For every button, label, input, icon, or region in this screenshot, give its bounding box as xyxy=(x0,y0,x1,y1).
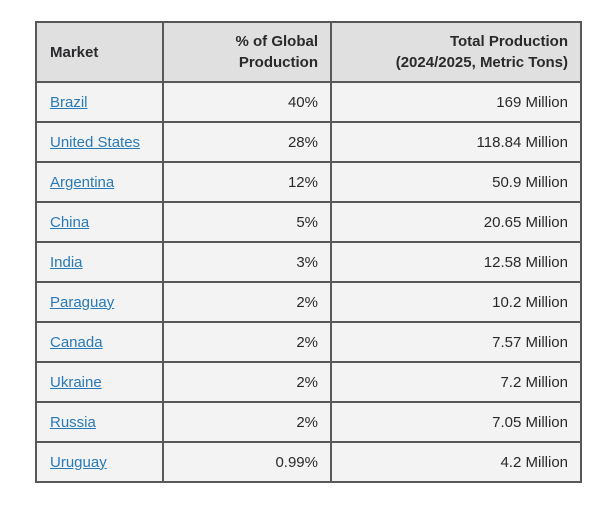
table-row: Argentina 12% 50.9 Million xyxy=(35,161,582,203)
col-header-market-label: Market xyxy=(50,43,99,61)
table-row: Paraguay 2% 10.2 Million xyxy=(35,281,582,323)
global-share-cell: 5% xyxy=(162,201,332,243)
market-cell: Canada xyxy=(35,321,164,363)
market-link[interactable]: Argentina xyxy=(50,173,115,191)
market-cell: China xyxy=(35,201,164,243)
total-production-cell: 7.05 Million xyxy=(330,401,582,443)
global-share-cell: 40% xyxy=(162,81,332,123)
table-row: United States 28% 118.84 Million xyxy=(35,121,582,163)
total-production-cell: 12.58 Million xyxy=(330,241,582,283)
table-row: Canada 2% 7.57 Million xyxy=(35,321,582,363)
col-header-total-production-line2: (2024/2025, Metric Tons) xyxy=(395,54,568,71)
table-row: India 3% 12.58 Million xyxy=(35,241,582,283)
market-cell: Argentina xyxy=(35,161,164,203)
total-production-cell: 20.65 Million xyxy=(330,201,582,243)
total-production-cell: 118.84 Million xyxy=(330,121,582,163)
total-production-cell: 50.9 Million xyxy=(330,161,582,203)
header-row: Market % of Global Production Total Prod… xyxy=(35,21,582,83)
production-table: Market % of Global Production Total Prod… xyxy=(35,21,582,483)
market-cell: Ukraine xyxy=(35,361,164,403)
col-header-global-share-line2: Production xyxy=(238,54,318,71)
col-header-total-production-line1: Total Production xyxy=(449,33,568,50)
total-production-cell: 7.57 Million xyxy=(330,321,582,363)
market-cell: United States xyxy=(35,121,164,163)
col-header-global-share: % of Global Production xyxy=(162,21,332,83)
market-cell: Uruguay xyxy=(35,441,164,483)
col-header-total-production: Total Production (2024/2025, Metric Tons… xyxy=(330,21,582,83)
market-cell: Brazil xyxy=(35,81,164,123)
market-link[interactable]: Uruguay xyxy=(50,453,107,471)
global-share-cell: 28% xyxy=(162,121,332,163)
table-row: Uruguay 0.99% 4.2 Million xyxy=(35,441,582,483)
global-share-cell: 2% xyxy=(162,281,332,323)
global-share-cell: 3% xyxy=(162,241,332,283)
global-share-cell: 2% xyxy=(162,401,332,443)
col-header-market: Market xyxy=(35,21,164,83)
global-share-cell: 12% xyxy=(162,161,332,203)
total-production-cell: 4.2 Million xyxy=(330,441,582,483)
market-link[interactable]: Paraguay xyxy=(50,293,115,311)
global-share-cell: 2% xyxy=(162,361,332,403)
table-row: Brazil 40% 169 Million xyxy=(35,81,582,123)
table-body: Brazil 40% 169 Million United States 28% 118.… xyxy=(35,81,582,483)
col-header-global-share-line1: % of Global xyxy=(235,33,319,50)
table-row: Russia 2% 7.05 Million xyxy=(35,401,582,443)
market-link[interactable]: Canada xyxy=(50,333,103,351)
total-production-cell: 7.2 Million xyxy=(330,361,582,403)
market-link[interactable]: China xyxy=(50,213,90,231)
global-share-cell: 2% xyxy=(162,321,332,363)
total-production-cell: 169 Million xyxy=(330,81,582,123)
total-production-cell: 10.2 Million xyxy=(330,281,582,323)
table-row: Ukraine 2% 7.2 Million xyxy=(35,361,582,403)
global-share-cell: 0.99% xyxy=(162,441,332,483)
market-link[interactable]: United States xyxy=(50,133,141,151)
market-link[interactable]: Russia xyxy=(50,413,96,431)
market-cell: Paraguay xyxy=(35,281,164,323)
market-link[interactable]: Brazil xyxy=(50,93,88,111)
market-link[interactable]: India xyxy=(50,253,83,271)
market-cell: India xyxy=(35,241,164,283)
market-cell: Russia xyxy=(35,401,164,443)
market-link[interactable]: Ukraine xyxy=(50,373,102,391)
table-row: China 5% 20.65 Million xyxy=(35,201,582,243)
